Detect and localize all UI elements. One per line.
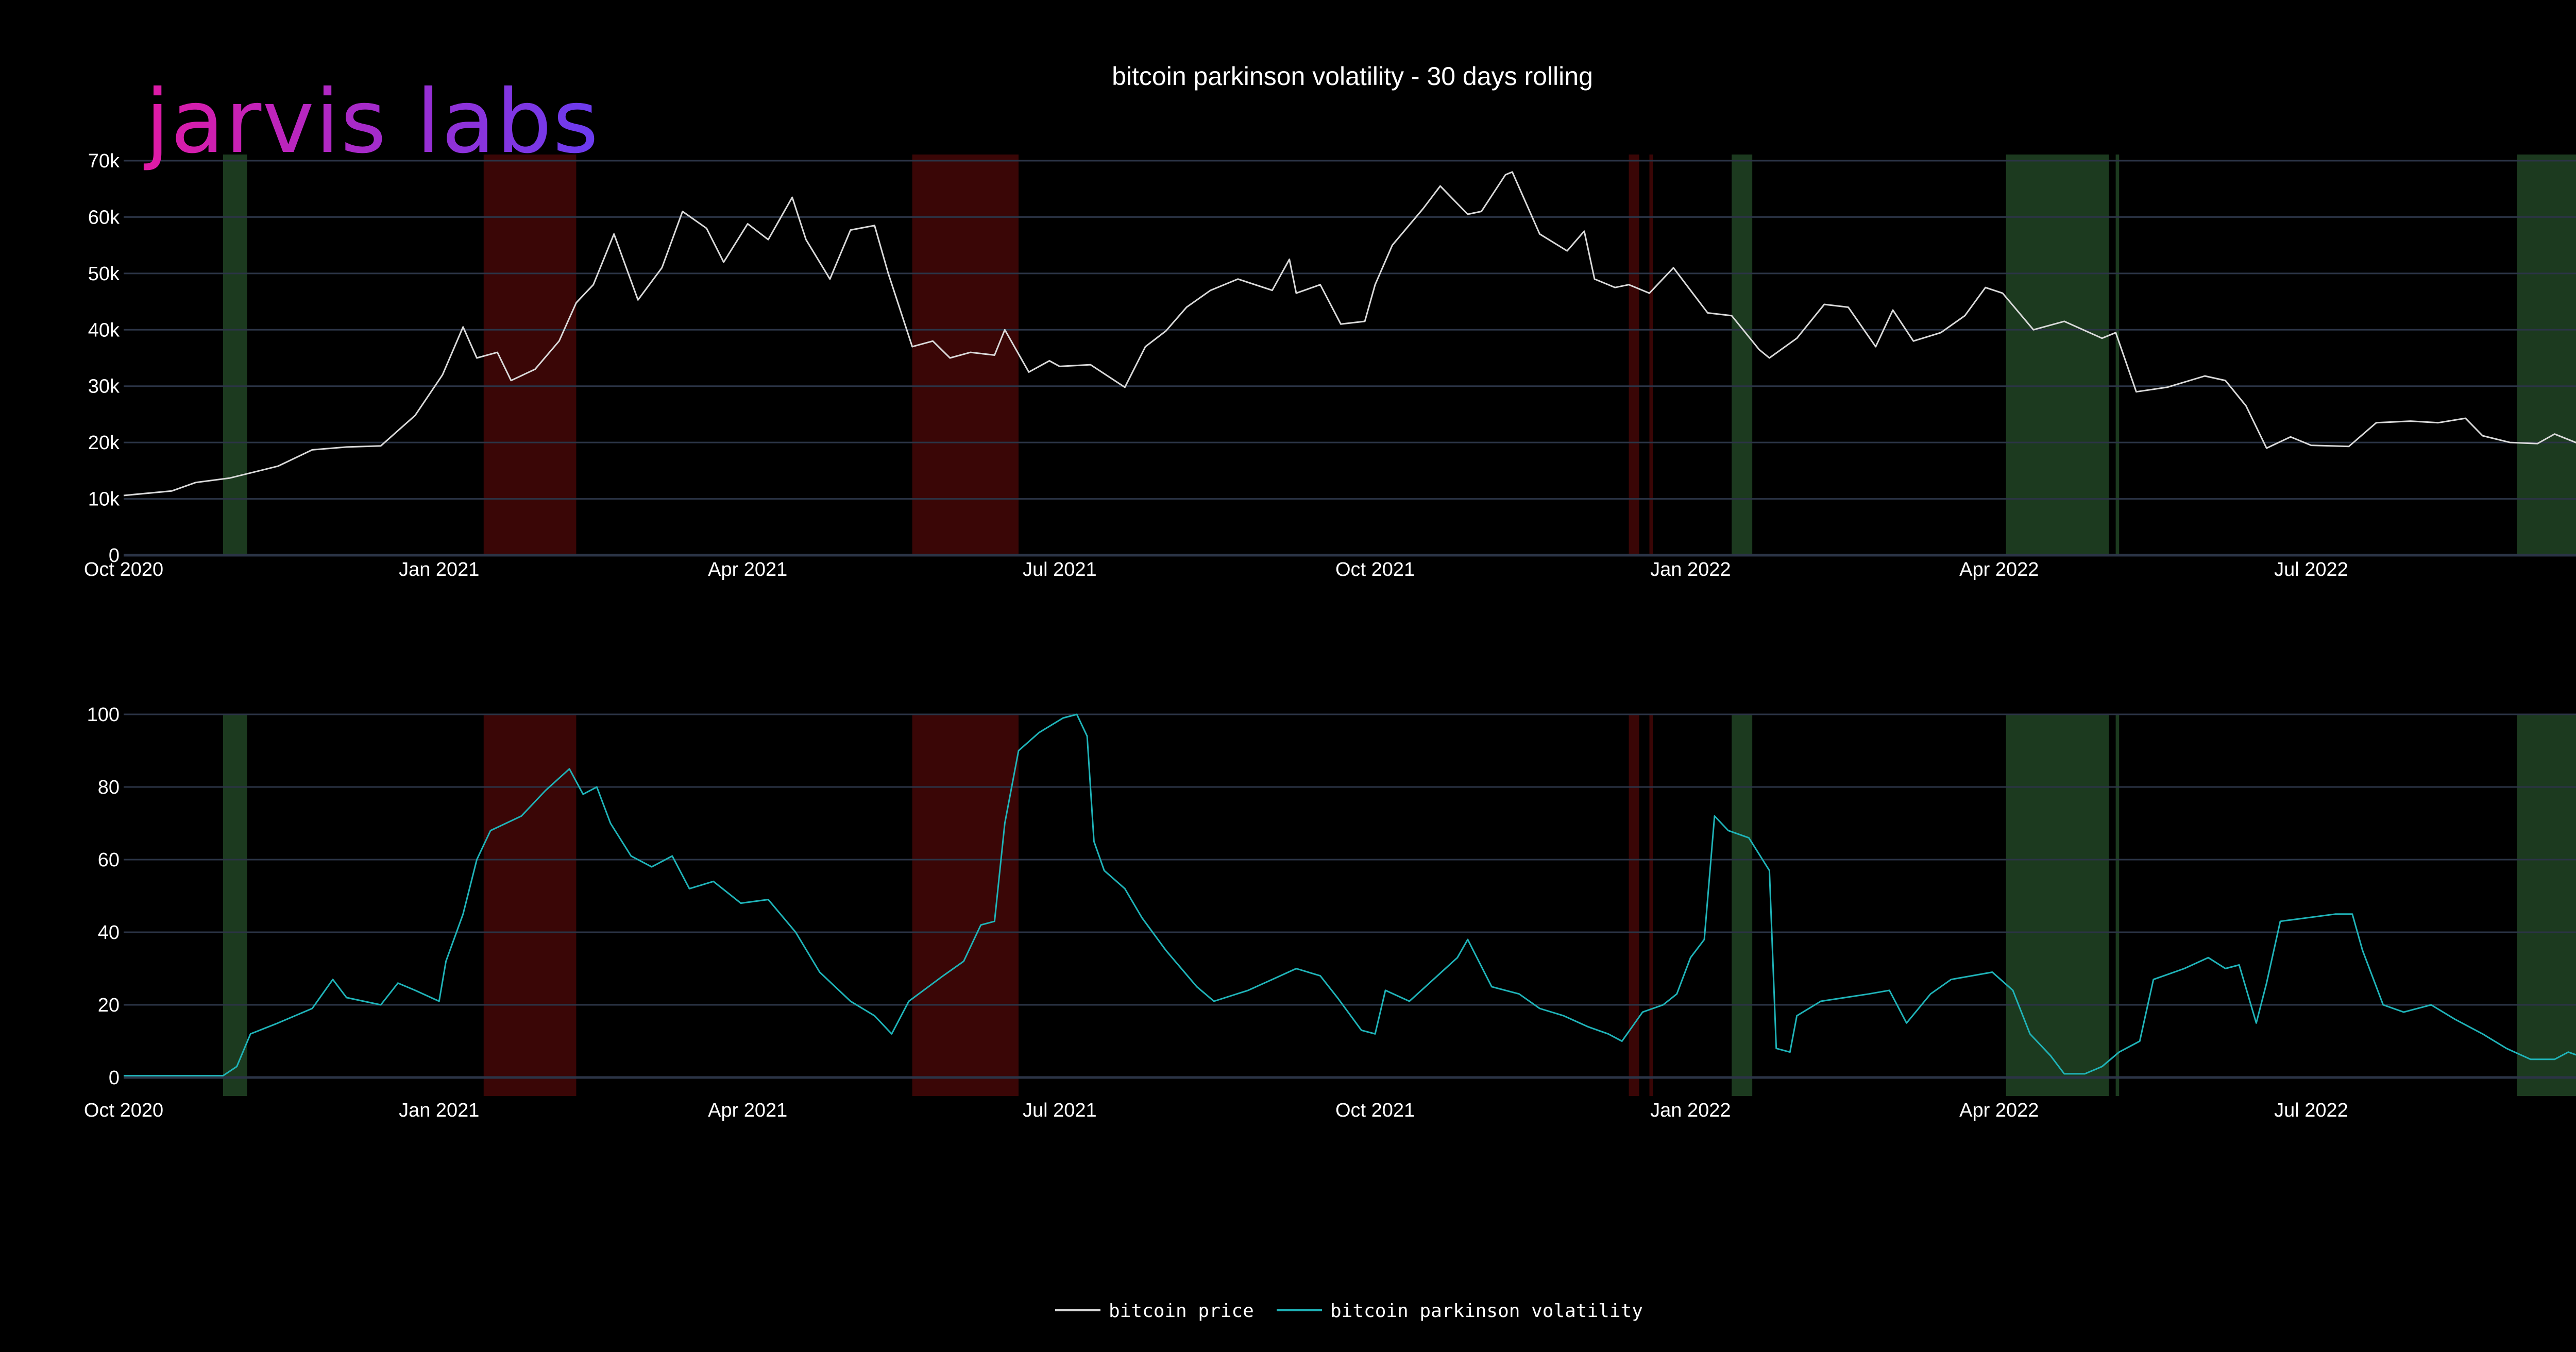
regime-band-red bbox=[1649, 155, 1653, 555]
x-tick-label: Jan 2022 bbox=[1650, 559, 1731, 580]
regime-band-green bbox=[223, 155, 247, 555]
series-line-parkinson-volatility bbox=[124, 713, 2576, 1076]
regime-band-green bbox=[2006, 155, 2109, 555]
legend-label-volatility: bitcoin parkinson volatility bbox=[1330, 1300, 1643, 1322]
x-tick-label: Jan 2022 bbox=[1650, 1100, 1731, 1121]
regime-band-red bbox=[912, 155, 1019, 555]
legend-item-bitcoin-price[interactable]: bitcoin price bbox=[1055, 1300, 1254, 1322]
legend-item-parkinson-volatility[interactable]: bitcoin parkinson volatility bbox=[1277, 1300, 1643, 1322]
y-tick-label: 100 bbox=[87, 704, 120, 726]
y-tick-label: 20k bbox=[88, 432, 120, 454]
regime-band-green bbox=[1732, 714, 1753, 1096]
regime-band-red bbox=[912, 714, 1019, 1096]
x-tick-label: Jan 2021 bbox=[399, 559, 479, 580]
series-line-bitcoin-price bbox=[123, 171, 2576, 497]
legend-label-price: bitcoin price bbox=[1109, 1300, 1254, 1322]
regime-band-red bbox=[1629, 714, 1639, 1096]
x-tick-label: Jul 2022 bbox=[2274, 559, 2348, 580]
chart-title: bitcoin parkinson volatility - 30 days r… bbox=[1112, 62, 1593, 91]
regime-bands bbox=[223, 155, 2576, 1096]
x-tick-label: Apr 2021 bbox=[708, 559, 787, 580]
regime-band-red bbox=[483, 714, 577, 1096]
x-tick-label: Jul 2021 bbox=[1023, 559, 1097, 580]
y-tick-label: 20 bbox=[98, 995, 120, 1016]
regime-band-green bbox=[1732, 155, 1753, 555]
x-tick-label: Apr 2021 bbox=[708, 1100, 787, 1121]
jarvis-labs-logo: jarvis labs bbox=[143, 71, 600, 173]
y-tick-label: 40 bbox=[98, 922, 120, 944]
tick-labels: 0 10k 20k 30k 40k 50k 60k 70k Oct 2020 Jan 2021 Ap… bbox=[84, 150, 2348, 1121]
y-tick-label: 60k bbox=[88, 207, 120, 228]
x-tick-label: Jul 2021 bbox=[1023, 1100, 1097, 1121]
y-tick-label: 30k bbox=[88, 376, 120, 398]
regime-band-red bbox=[1649, 714, 1653, 1096]
x-tick-label: Apr 2022 bbox=[1959, 1100, 2039, 1121]
y-tick-label: 40k bbox=[88, 319, 120, 341]
x-tick-label: Oct 2020 bbox=[84, 1100, 163, 1121]
x-tick-label: Jul 2022 bbox=[2274, 1100, 2348, 1121]
y-tick-label: 50k bbox=[88, 263, 120, 285]
y-tick-label: 10k bbox=[88, 489, 120, 510]
regime-band-green bbox=[223, 714, 247, 1096]
x-tick-label: Oct 2020 bbox=[84, 559, 163, 580]
regime-band-green bbox=[2517, 714, 2576, 1096]
y-tick-label: 80 bbox=[98, 777, 120, 798]
regime-band-green bbox=[2517, 155, 2576, 555]
regime-band-green bbox=[2006, 714, 2109, 1096]
y-tick-label: 0 bbox=[109, 1067, 120, 1089]
regime-band-green bbox=[2115, 714, 2120, 1096]
regime-band-red bbox=[483, 155, 577, 555]
gridlines bbox=[124, 160, 2576, 1079]
x-tick-label: Oct 2021 bbox=[1335, 1100, 1415, 1121]
x-tick-label: Jan 2021 bbox=[399, 1100, 479, 1121]
y-tick-label: 70k bbox=[88, 150, 120, 172]
x-tick-label: Oct 2021 bbox=[1335, 559, 1415, 580]
regime-band-red bbox=[1629, 155, 1639, 555]
y-tick-label: 60 bbox=[98, 849, 120, 871]
series-lines bbox=[123, 171, 2576, 1076]
legend: bitcoin price bitcoin parkinson volatili… bbox=[1055, 1300, 1643, 1322]
regime-band-green bbox=[2115, 155, 2120, 555]
y-tick-label: 0 bbox=[109, 545, 120, 567]
x-tick-label: Apr 2022 bbox=[1959, 559, 2039, 580]
